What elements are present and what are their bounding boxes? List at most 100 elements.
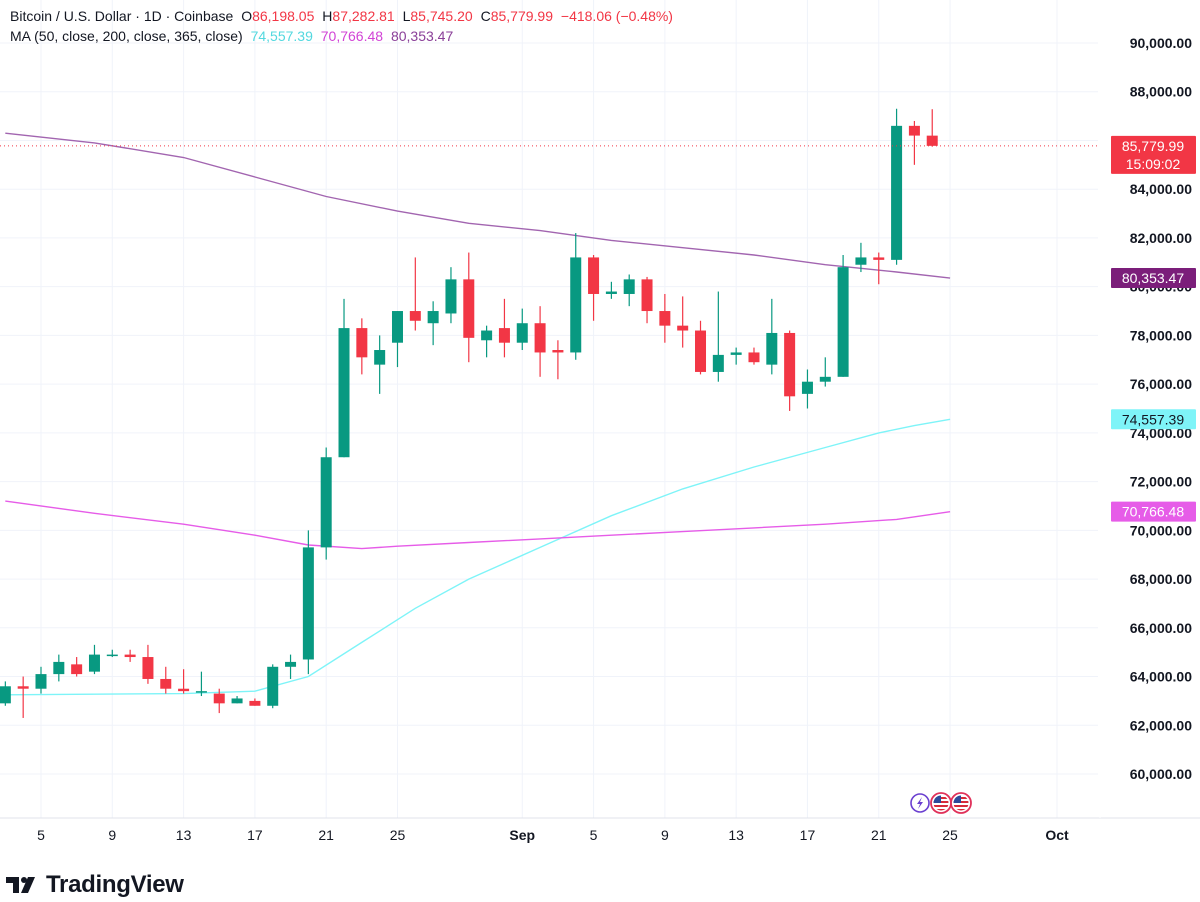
candle-body (356, 328, 368, 358)
ma50-value: 74,557.39 (250, 28, 313, 44)
candle-body (855, 257, 867, 265)
x-tick-label: 21 (871, 827, 887, 843)
y-tick-label: 84,000.00 (1130, 181, 1192, 197)
x-tick-label: 13 (728, 827, 744, 843)
candle (35, 666, 47, 694)
candle-body (498, 328, 510, 343)
axis-badge-ma365: 80,353.47 (1111, 268, 1196, 289)
x-tick-label: 9 (108, 827, 116, 843)
y-tick-label: 90,000.00 (1130, 35, 1192, 51)
x-tick-label: 25 (390, 827, 406, 843)
countdown-value: 15:09:02 (1126, 156, 1181, 172)
candle-body (873, 257, 885, 260)
close-value: 85,779.99 (490, 8, 553, 24)
candle-body (801, 381, 813, 394)
ma-line-ma365 (5, 132, 951, 279)
candle-body (391, 311, 403, 343)
candle (712, 291, 724, 382)
candle-body (320, 457, 332, 548)
candle-body (605, 291, 617, 294)
y-tick-label: 60,000.00 (1130, 766, 1192, 782)
candle-body (570, 257, 582, 353)
candle-body (552, 350, 564, 353)
ma200-value: 70,766.48 (320, 28, 384, 44)
candle-body (249, 700, 261, 706)
ma-legend-row[interactable]: MA (50, close, 200, close, 365, close) 7… (10, 26, 677, 46)
us-flag-icon[interactable] (950, 792, 972, 814)
candle-body (231, 698, 243, 704)
candle-body (534, 323, 546, 353)
ma-line-ma50 (5, 418, 951, 696)
candle (391, 311, 403, 368)
brand-name: TradingView (46, 871, 184, 898)
tradingview-logo[interactable]: TradingView (6, 868, 184, 902)
candle (338, 298, 350, 458)
ma365-value: 80,353.47 (390, 28, 454, 44)
candle (481, 325, 493, 358)
candle (819, 357, 831, 387)
symbol-label[interactable]: Bitcoin / U.S. Dollar · 1D · Coinbase (10, 8, 234, 24)
candle (908, 120, 920, 165)
candle (106, 649, 118, 658)
last-price-badge-bg (1111, 135, 1196, 174)
candle (285, 654, 297, 679)
chart-legend[interactable]: Bitcoin / U.S. Dollar · 1D · Coinbase O8… (10, 6, 677, 46)
axis-badge-text: 74,557.39 (1122, 411, 1184, 427)
last-price-badge: 85,779.99 15:09:02 (1111, 135, 1196, 174)
events[interactable] (910, 792, 972, 814)
candle-body (142, 657, 154, 679)
candle-body (908, 125, 920, 136)
ohlc-legend-row[interactable]: Bitcoin / U.S. Dollar · 1D · Coinbase O8… (10, 6, 677, 26)
candle (427, 301, 439, 346)
x-tick-label: 21 (318, 827, 334, 843)
candle-body (837, 267, 849, 377)
lightning-icon[interactable] (910, 793, 930, 813)
x-tick-label: 17 (800, 827, 816, 843)
change-value: −418.06 (−0.48%) (560, 8, 673, 24)
axis-badge-text: 70,766.48 (1122, 504, 1184, 520)
axis-badge-bg (1111, 409, 1196, 430)
axis-badges: 74,557.39 70,766.48 80,353.47 85,779.99 15:0… (1111, 135, 1196, 522)
price-axis[interactable]: 60,000.00 62,000.00 64,000.00 66,000.00 68,0… (1130, 35, 1192, 782)
high-label: H87,282.81 (322, 8, 395, 24)
candle (766, 298, 778, 375)
time-axis[interactable]: 5 9 13 17 21 25 Sep 5 9 13 17 21 25 Oct (0, 0, 1200, 843)
axis-badge-bg (1111, 501, 1196, 522)
candle (356, 318, 368, 375)
candle-body (213, 693, 225, 704)
x-tick-label: 25 (942, 827, 958, 843)
candle (695, 320, 707, 375)
y-tick-label: 76,000.00 (1130, 376, 1192, 392)
candle (88, 644, 100, 675)
candle (605, 281, 617, 299)
y-tick-label: 88,000.00 (1130, 84, 1192, 100)
axis-badge-bg (1111, 268, 1196, 289)
candle-body (677, 325, 689, 331)
candle (534, 306, 546, 377)
candle (302, 530, 314, 675)
candle (0, 681, 11, 706)
candle-body (267, 666, 279, 706)
candle-body (463, 279, 475, 338)
candle (891, 108, 903, 265)
candle-body (712, 354, 724, 372)
candle (178, 669, 190, 694)
low-value: 85,745.20 (410, 8, 473, 24)
candle (17, 676, 29, 718)
candle (730, 347, 742, 365)
y-tick-label: 66,000.00 (1130, 620, 1192, 636)
candle-body (17, 686, 29, 689)
candle-body (0, 686, 11, 704)
candle-body (427, 311, 439, 324)
candle-body (516, 323, 528, 343)
ma-label[interactable]: MA (50, close, 200, close, 365, close) (10, 28, 243, 44)
candle (516, 308, 528, 351)
candles (0, 108, 938, 718)
candle (160, 666, 172, 694)
candle (249, 698, 261, 706)
us-flag-icon[interactable] (930, 792, 952, 814)
candle (801, 369, 813, 409)
open-label: O86,198.05 (241, 8, 315, 24)
